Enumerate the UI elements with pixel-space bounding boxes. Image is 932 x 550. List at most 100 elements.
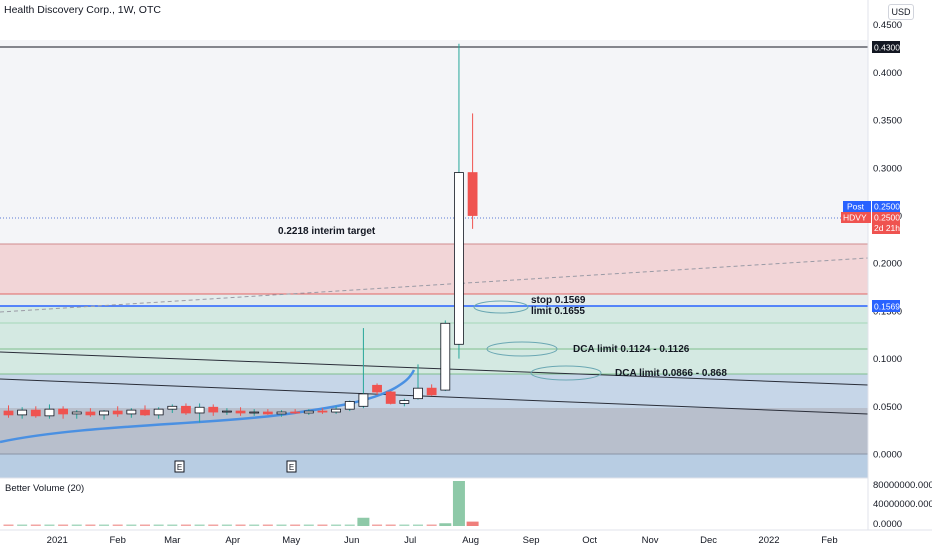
candle[interactable] [249, 409, 260, 416]
volume-bar[interactable] [466, 521, 479, 526]
candles-layer[interactable] [3, 43, 478, 423]
volume-bar[interactable] [290, 524, 301, 527]
volume-bar[interactable] [71, 524, 82, 527]
candle[interactable] [385, 391, 396, 405]
candle[interactable] [262, 409, 273, 415]
earnings-marker[interactable]: E [174, 460, 185, 473]
volume-bar[interactable] [344, 524, 355, 527]
candle[interactable] [140, 405, 150, 416]
dca1-label: DCA limit 0.1124 - 0.1126 [573, 344, 690, 355]
candle[interactable] [30, 406, 41, 418]
volume-bar[interactable] [99, 524, 110, 527]
lower-channel-line[interactable] [0, 378, 869, 415]
volume-bar[interactable] [221, 524, 232, 527]
volume-bar[interactable] [30, 524, 41, 527]
candle[interactable] [71, 410, 82, 419]
time-tick: 2021 [47, 535, 68, 546]
candle[interactable] [85, 408, 96, 417]
volume-bar[interactable] [112, 524, 123, 527]
candle[interactable] [413, 364, 423, 400]
price-tick: 0.3000 [873, 163, 902, 174]
candle[interactable] [194, 403, 205, 423]
candle[interactable] [317, 408, 328, 414]
candle[interactable] [344, 400, 355, 412]
candle[interactable] [358, 328, 369, 409]
volume-bar[interactable] [372, 524, 383, 527]
candle[interactable] [153, 407, 164, 419]
price-tick: 0.0500 [873, 402, 902, 413]
candle[interactable] [181, 403, 191, 415]
symbol-label-text: HDVY [843, 213, 867, 223]
price-axis[interactable] [868, 0, 932, 530]
time-tick: Feb [110, 535, 126, 546]
volume-bar[interactable] [439, 523, 452, 526]
candle[interactable] [126, 408, 137, 418]
svg-text:E: E [177, 463, 182, 472]
volume-bar[interactable] [85, 524, 96, 527]
volume-bar[interactable] [452, 481, 465, 526]
volume-bar[interactable] [317, 524, 328, 527]
candle[interactable] [372, 383, 382, 395]
candle[interactable] [467, 113, 478, 229]
candle[interactable] [331, 406, 342, 414]
volume-bar[interactable] [126, 524, 137, 527]
volume-bar[interactable] [357, 517, 370, 526]
volume-bar[interactable] [194, 524, 205, 527]
candle[interactable] [17, 407, 28, 419]
volume-bar[interactable] [3, 524, 14, 527]
time-axis[interactable] [0, 530, 932, 550]
time-ticks: 2021 Feb Mar Apr May Jun Jul Aug Sep Oct Nov Dec 202… [47, 535, 838, 546]
post-value-tag [872, 201, 900, 212]
volume-bar[interactable] [140, 524, 150, 527]
volume-bar[interactable] [58, 524, 69, 527]
volume-bar[interactable] [276, 524, 287, 527]
volume-bar[interactable] [262, 524, 273, 527]
currency-label[interactable]: USD [888, 4, 914, 20]
volume-bar[interactable] [426, 524, 437, 527]
volume-bar[interactable] [208, 524, 219, 527]
candle[interactable] [426, 384, 437, 396]
time-tick: Feb [821, 535, 837, 546]
candle[interactable] [44, 404, 55, 419]
dashed-trendline[interactable] [0, 257, 869, 313]
limit-label: limit 0.1655 [531, 306, 585, 317]
candle[interactable] [208, 404, 219, 416]
volume-bar[interactable] [399, 524, 410, 527]
volume-bar[interactable] [44, 524, 55, 527]
volume-bar[interactable] [17, 524, 28, 527]
post-value-text: 0.2500 [874, 202, 900, 212]
volume-bar[interactable] [331, 524, 342, 527]
candle[interactable] [99, 410, 109, 420]
volume-bar[interactable] [385, 524, 396, 527]
candle[interactable] [303, 409, 314, 415]
indicator-label[interactable]: Better Volume (20) [5, 483, 84, 494]
candle[interactable] [276, 410, 287, 417]
candle[interactable] [454, 43, 464, 359]
volume-bar[interactable] [413, 524, 423, 527]
volume-bars-layer[interactable] [3, 481, 479, 527]
volume-bar[interactable] [180, 524, 191, 527]
upper-channel-line[interactable] [0, 351, 869, 386]
dca1-ellipse[interactable] [486, 341, 558, 357]
volume-bar[interactable] [235, 524, 246, 527]
earnings-marker[interactable]: E [286, 460, 297, 473]
volume-bar[interactable] [249, 524, 260, 527]
candle[interactable] [3, 405, 14, 418]
candle[interactable] [167, 404, 178, 413]
candle[interactable] [440, 320, 451, 392]
candle[interactable] [112, 406, 123, 417]
volume-bar[interactable] [153, 524, 164, 527]
volume-bar[interactable] [167, 524, 178, 527]
time-tick: Jul [404, 535, 416, 546]
time-tick: Oct [582, 535, 597, 546]
stop-label: stop 0.1569 [531, 295, 586, 306]
stop-ellipse[interactable] [473, 300, 529, 314]
candle[interactable] [58, 406, 68, 419]
dca2-ellipse[interactable] [530, 365, 602, 381]
volume-bar[interactable] [303, 524, 314, 527]
candle[interactable] [221, 408, 232, 415]
candle[interactable] [290, 409, 301, 414]
candle[interactable] [235, 407, 246, 416]
candle[interactable] [399, 398, 410, 407]
